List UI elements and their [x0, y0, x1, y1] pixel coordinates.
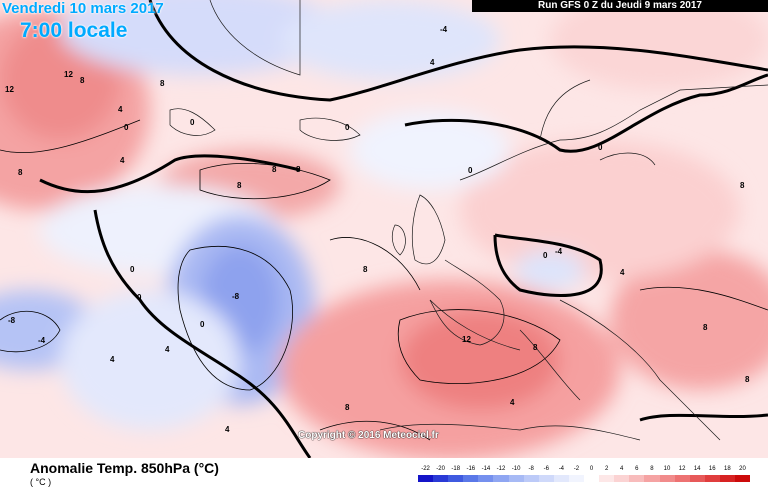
color-scale-tick-label: 18: [724, 466, 731, 472]
contour-label: 4: [120, 156, 125, 165]
color-scale-swatch: [689, 475, 705, 482]
forecast-date: Vendredi 10 mars 2017: [2, 0, 164, 17]
footer-title: Anomalie Temp. 850hPa (°C): [30, 460, 219, 476]
color-scale-swatch: [433, 475, 449, 482]
contour-label: 0: [543, 251, 548, 260]
color-scale-swatch: [418, 475, 434, 482]
contour-label: 8: [80, 76, 85, 85]
contour-label: -4: [440, 25, 448, 34]
contour-label: 4: [510, 398, 515, 407]
color-scale-swatch: [734, 475, 751, 482]
anomaly-field: [0, 0, 768, 458]
contour-label: 12: [64, 70, 73, 79]
color-scale-swatch: [614, 475, 630, 482]
color-scale-tick-label: -6: [543, 466, 549, 472]
color-scale-tick-label: 6: [635, 466, 639, 472]
color-scale-swatch: [568, 475, 585, 482]
color-scale-tick-label: 10: [663, 466, 671, 472]
color-scale-swatch: [674, 475, 690, 482]
contour-label: -4: [555, 247, 563, 256]
color-scale-ticks: -22 -20 -18 -16 -14 -12 -10 -8 -6 -4 -2 0 2 4 6 8 10 12 14…: [418, 466, 750, 474]
color-scale-tick-label: 2: [604, 466, 609, 472]
color-scale-tick-label: 4: [620, 466, 624, 472]
coastlines: [169, 0, 768, 441]
contour-label: 8: [345, 403, 350, 412]
contour-label: 8: [18, 168, 23, 177]
color-scale-swatch: [448, 475, 464, 482]
contour-label: 12: [5, 85, 14, 94]
contour-label: 8: [272, 165, 277, 174]
color-scale-tick-label: 14: [693, 466, 701, 472]
color-scale-tick-label: -4: [558, 466, 565, 472]
run-label: Run GFS 0 Z du Jeudi 9 mars 2017: [472, 0, 768, 12]
color-scale-swatch: [493, 475, 509, 482]
contour-label: 4: [165, 345, 170, 354]
color-scale-bar: [418, 475, 751, 482]
color-scale-swatch: [508, 475, 524, 482]
color-scale-swatch: [478, 475, 494, 482]
color-scale-tick-label: -12: [496, 466, 506, 472]
color-scale-swatch: [719, 475, 735, 482]
contour-label: 4: [430, 58, 435, 67]
color-scale-swatch: [463, 475, 479, 482]
color-scale-swatch: [644, 475, 660, 482]
contour-label: 0: [598, 143, 603, 152]
contour-label: -8: [232, 292, 240, 301]
color-scale-tick-label: -18: [451, 466, 461, 472]
color-scale-tick-label: -8: [528, 466, 534, 472]
contour-label: 0: [124, 123, 129, 132]
color-scale-tick-label: -14: [481, 466, 491, 472]
color-scale-swatch: [629, 475, 645, 482]
color-scale-swatch: [523, 475, 539, 482]
thin-contours: [0, 119, 768, 441]
contour-labels: 12 12 8 8 8 4 4 4 0 0 0 -4 -4 -8 -8 8 8 …: [5, 25, 750, 434]
contour-label: 0: [190, 118, 195, 127]
contour-label: 0: [137, 293, 142, 302]
contour-label: 0: [200, 320, 205, 329]
contour-label: 0: [345, 123, 350, 132]
color-scale-tick-label: 20: [739, 466, 746, 472]
map-canvas: 12 12 8 8 8 4 4 4 0 0 0 -4 -4 -8 -8 8 8 …: [0, 0, 768, 458]
contour-label: 4: [118, 105, 123, 114]
contour-label: 8: [745, 375, 750, 384]
color-scale-tick-label: -22: [421, 466, 430, 472]
forecast-time: 7:00 locale: [20, 19, 128, 42]
color-scale: -22 -20 -18 -16 -14 -12 -10 -8 -6 -4 -2 0 2 4 6 8 10 12 14…: [418, 466, 751, 483]
contour-label: 4: [620, 268, 625, 277]
contour-label: 0: [130, 265, 135, 274]
footer-subtitle: ( °C ): [30, 477, 52, 487]
contour-label: 8: [160, 79, 165, 88]
color-scale-swatch: [599, 475, 615, 482]
color-scale-swatch: [553, 475, 569, 482]
contour-label: 12: [462, 335, 471, 344]
color-scale-tick-label: 16: [708, 466, 716, 472]
anomaly-map: 12 12 8 8 8 4 4 4 0 0 0 -4 -4 -8 -8 8 8 …: [0, 0, 768, 458]
contour-label: -8: [8, 316, 16, 325]
color-scale-tick-label: -20: [436, 466, 445, 472]
color-scale-tick-label: 0: [589, 466, 594, 472]
color-scale-swatch: [704, 475, 720, 482]
color-scale-tick-label: 12: [678, 466, 686, 472]
color-scale-tick-label: 8: [650, 466, 654, 472]
zero-contours: [39, 0, 768, 458]
footer: Anomalie Temp. 850hPa (°C) ( °C ) -22 -20…: [0, 458, 768, 487]
color-scale-swatch: [584, 475, 600, 482]
copyright: Copyright © 2016 Meteociel.fr: [298, 430, 439, 441]
contour-label: 4: [225, 425, 230, 434]
color-scale-tick-label: -10: [511, 466, 521, 472]
contour-label: 4: [110, 355, 115, 364]
contour-label: 8: [740, 181, 745, 190]
color-scale-tick-label: -2: [573, 466, 580, 472]
contour-label: 8: [533, 343, 538, 352]
contour-label: 8: [703, 323, 708, 332]
contour-label: 8: [363, 265, 368, 274]
contour-label: 0: [468, 166, 473, 175]
contour-label: 8: [296, 165, 301, 174]
contour-label: -4: [38, 336, 46, 345]
contour-label: 8: [237, 181, 242, 190]
color-scale-swatch: [538, 475, 554, 482]
color-scale-tick-label: -16: [466, 466, 476, 472]
color-scale-swatch: [659, 475, 675, 482]
